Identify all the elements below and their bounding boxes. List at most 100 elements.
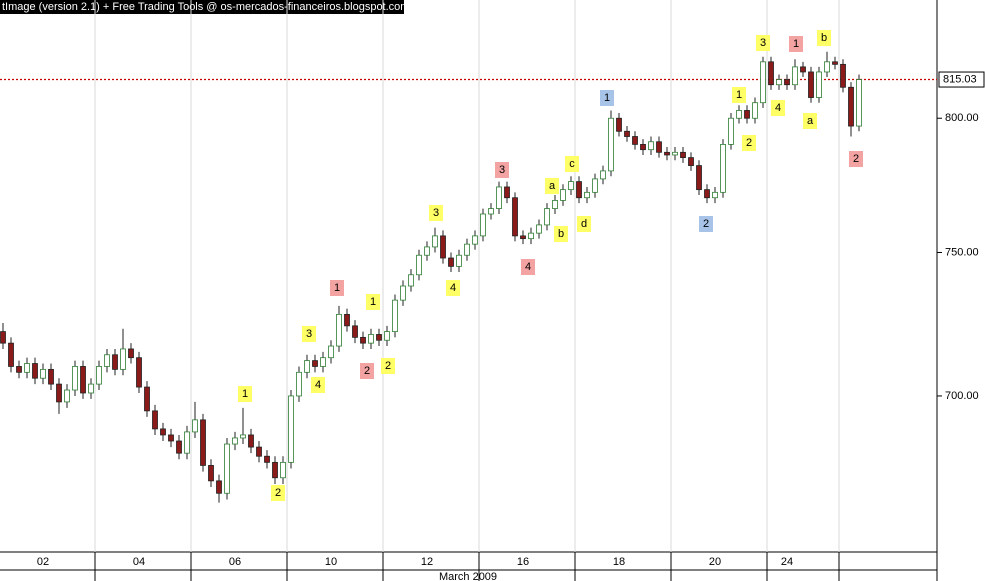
candle-body (176, 440, 182, 454)
x-tick-label: 10 (325, 556, 337, 568)
candle-body (232, 437, 238, 445)
candle-body (216, 480, 222, 494)
candle-body (624, 130, 630, 137)
candle-body (88, 383, 94, 394)
wave-label-box (495, 162, 509, 178)
candle-body (712, 191, 718, 199)
candle-body (824, 61, 830, 73)
candle-body (424, 246, 430, 256)
wave-label-box (366, 294, 380, 310)
candle-body (592, 178, 598, 193)
wave-label: 2 (746, 137, 752, 149)
candle-body (208, 465, 214, 482)
x-axis-label: March 2009 (439, 571, 497, 581)
candle-body (848, 86, 854, 127)
candle-body (240, 434, 246, 439)
wave-label: 1 (242, 388, 248, 400)
wave-label-box (789, 36, 803, 52)
candle-body (280, 461, 286, 479)
candle-body (96, 366, 102, 385)
candle-body (440, 235, 446, 259)
candle-body (448, 257, 454, 267)
candle-body (328, 345, 334, 359)
candle-body (8, 342, 14, 367)
wave-label-box (849, 151, 863, 167)
candle-body (336, 313, 342, 347)
candle-body (152, 410, 158, 430)
candle-body (816, 71, 822, 98)
candle-body (832, 61, 838, 65)
candle-body (40, 368, 46, 379)
header-text: tImage (version 2.1) + Free Trading Tool… (2, 1, 409, 13)
wave-label: 2 (364, 365, 370, 377)
candle-body (352, 325, 358, 338)
wave-label-box (381, 358, 395, 374)
wave-label: 4 (450, 282, 456, 294)
candle-body (728, 117, 734, 145)
candle-body (784, 79, 790, 86)
candle-body (568, 181, 574, 191)
candle-body (456, 254, 462, 267)
wave-label: 3 (760, 37, 766, 49)
wave-label-box (311, 377, 325, 393)
candle-body (512, 197, 518, 237)
candle-body (696, 165, 702, 191)
candle-body (376, 334, 382, 341)
candle-body (72, 366, 78, 391)
y-tick-label: 750.00 (945, 246, 979, 258)
wave-label: 1 (604, 92, 610, 104)
candle-body (104, 354, 110, 367)
candle-body (608, 117, 614, 172)
candle-body (16, 366, 22, 373)
candle-body (120, 348, 126, 370)
x-tick-label: 24 (781, 556, 793, 568)
candle-body (384, 331, 390, 341)
candle-body (736, 110, 742, 119)
wave-label-box (545, 178, 559, 194)
candle-body (184, 431, 190, 454)
candle-body (536, 224, 542, 234)
candle-body (752, 102, 758, 119)
candle-body (688, 157, 694, 166)
wave-label: a (549, 180, 556, 192)
candle-body (800, 66, 806, 73)
candle-body (168, 434, 174, 442)
candle-body (64, 389, 70, 403)
wave-label: 4 (315, 379, 321, 391)
candle-body (224, 443, 230, 494)
wave-label-box (732, 87, 746, 103)
candle-body (32, 363, 38, 379)
candle-body (856, 79, 862, 127)
wave-label: 1 (793, 38, 799, 50)
candle-body (680, 151, 686, 159)
wave-label-box (817, 30, 831, 46)
x-tick-label: 06 (229, 556, 241, 568)
wave-label: 1 (736, 89, 742, 101)
candle-body (552, 200, 558, 209)
wave-label-box (565, 156, 579, 172)
wave-label: a (807, 115, 814, 127)
wave-label: 1 (334, 282, 340, 294)
candle-body (200, 419, 206, 466)
wave-label-box (446, 280, 460, 296)
candle-body (248, 434, 254, 448)
x-tick-label: 16 (517, 556, 529, 568)
wave-label: b (558, 228, 564, 240)
candle-body (840, 63, 846, 88)
candle-body (136, 357, 142, 388)
wave-label: d (581, 218, 587, 230)
candle-body (664, 151, 670, 156)
wave-label: 3 (306, 328, 312, 340)
x-tick-label: 20 (709, 556, 721, 568)
candle-body (704, 189, 710, 199)
x-tick-label: 02 (37, 556, 49, 568)
candle-body (408, 274, 414, 287)
candle-body (672, 151, 678, 156)
x-tick-label: 04 (133, 556, 145, 568)
candle-body (360, 336, 366, 344)
candle-body (80, 366, 86, 394)
candle-body (344, 313, 350, 327)
candle-body (0, 331, 6, 344)
